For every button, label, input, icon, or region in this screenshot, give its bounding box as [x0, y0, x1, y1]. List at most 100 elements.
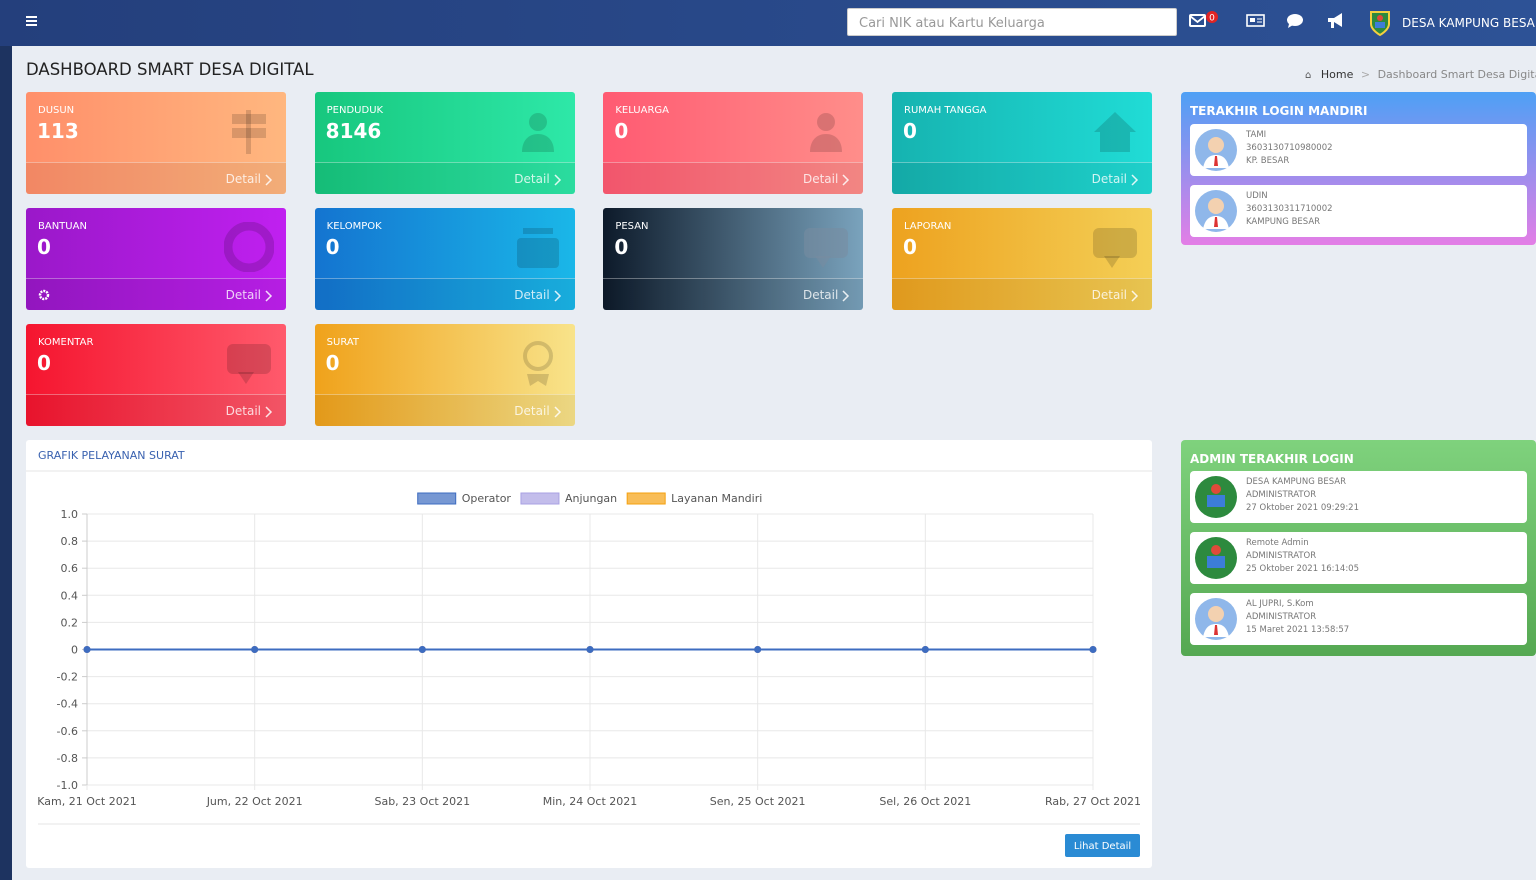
card-link[interactable]: Detail — [225, 404, 261, 418]
panel-title: TERAKHIR LOGIN MANDIRI — [1190, 104, 1368, 118]
card-icon — [227, 344, 271, 384]
avatar-part — [1211, 545, 1221, 555]
card-link[interactable]: Detail — [514, 288, 550, 302]
icon-part — [526, 374, 549, 386]
data-point — [754, 646, 762, 653]
card-value: 0 — [903, 119, 917, 143]
item-role: ADMINISTRATOR — [1246, 612, 1317, 622]
card-footer: Detail — [603, 278, 864, 310]
card-icon — [1093, 228, 1137, 268]
y-tick-label: -1.0 — [57, 779, 78, 792]
item-time: 25 Oktober 2021 16:14:05 — [1246, 564, 1359, 574]
icon-part — [1104, 256, 1120, 268]
icon-shape — [232, 110, 266, 154]
admin-item[interactable]: AL JUPRI, S.Kom ADMINISTRATOR 15 Maret 202… — [1190, 593, 1527, 645]
card-value: 0 — [37, 235, 51, 259]
card-link[interactable]: Detail — [802, 172, 839, 186]
stat-card: PENDUDUK 8146 Detail — [314, 92, 575, 194]
card-footer: Detail — [314, 162, 575, 194]
y-tick-label: -0.2 — [57, 671, 78, 684]
announce-icon[interactable] — [1326, 12, 1346, 30]
icon-shape — [516, 228, 559, 268]
chevron-icon — [842, 290, 850, 302]
card-link[interactable]: Detail — [1091, 172, 1127, 186]
y-tick-label: -0.8 — [57, 752, 78, 765]
icon-part — [1093, 228, 1137, 258]
chevron-icon — [842, 174, 850, 186]
admin-item[interactable]: Remote Admin ADMINISTRATOR 25 Oktober 2021… — [1190, 532, 1527, 584]
card-link[interactable]: Detail — [514, 404, 550, 418]
legend-swatch — [520, 492, 560, 505]
search-box[interactable]: Cari NIK atau Kartu Keluarga — [847, 8, 1177, 36]
item-role: ADMINISTRATOR — [1246, 490, 1317, 500]
card-label: KELUARGA — [615, 105, 669, 116]
village-name[interactable]: DESA KAMPUNG BESAR — [1402, 16, 1536, 30]
chevron — [554, 290, 561, 302]
y-tick-label: -0.4 — [57, 698, 78, 711]
chevron-icon — [1131, 174, 1139, 186]
icon-part — [521, 134, 554, 152]
gear-icon — [38, 289, 50, 301]
card-link[interactable]: Detail — [1091, 288, 1127, 302]
chart: GRAFIK PELAYANAN SURAT 1.0 0.8 0.6 0.4 0.2 0 -0… — [26, 449, 1152, 857]
card-value: 0 — [903, 235, 917, 259]
card-link[interactable]: Detail — [514, 172, 550, 186]
legend-label: Layanan Mandiri — [671, 492, 762, 505]
login-item[interactable]: UDIN 3603130311710002 KAMPUNG BESAR — [1190, 185, 1527, 237]
chevron-icon — [554, 290, 561, 302]
card-link[interactable]: Detail — [802, 288, 839, 302]
item-nik: 3603130311710002 — [1246, 204, 1333, 214]
icon-part — [232, 114, 266, 124]
card-label: KELOMPOK — [326, 221, 382, 232]
breadcrumb-separator: > — [1360, 68, 1371, 81]
icon-part — [1094, 112, 1136, 152]
x-tick-label: Jum, 22 Oct 2021 — [206, 795, 303, 808]
card-label: LAPORAN — [904, 221, 952, 232]
mail-icon[interactable]: 0 — [1189, 11, 1221, 33]
card-label: BANTUAN — [38, 221, 87, 232]
icon-shape — [224, 222, 274, 272]
y-tick-label: 0 — [71, 644, 78, 657]
item-time: 27 Oktober 2021 09:29:21 — [1246, 503, 1359, 513]
card-icon — [1094, 112, 1136, 152]
login-item[interactable]: TAMI 3603130710980002 KP. BESAR — [1190, 124, 1527, 176]
stat-card: PESAN 0 Detail — [603, 208, 864, 310]
avatar-part — [1211, 484, 1221, 494]
news-icon[interactable] — [1246, 13, 1266, 29]
stat-card: RUMAH TANGGA 0 Detail — [892, 92, 1152, 194]
chevron-icon — [265, 406, 273, 418]
breadcrumb-home[interactable]: Home — [1320, 68, 1354, 81]
chevron-icon — [554, 406, 561, 418]
avatar-part — [1214, 156, 1218, 166]
icon-part — [810, 134, 843, 152]
x-tick-label: Sen, 25 Oct 2021 — [710, 795, 806, 808]
card-link[interactable]: Detail — [225, 288, 261, 302]
card-label: SURAT — [326, 337, 360, 348]
card-link[interactable]: Detail — [225, 172, 261, 186]
header: Cari NIK atau Kartu Keluarga 0 DESA KAMP… — [0, 0, 1536, 46]
stat-card: KELUARGA 0 Detail — [603, 92, 864, 194]
admin-item[interactable]: DESA KAMPUNG BESAR ADMINISTRATOR 27 Oktobe… — [1190, 471, 1527, 523]
card-label: PENDUDUK — [326, 105, 384, 116]
item-name: TAMI — [1246, 130, 1267, 140]
avatar-part — [1207, 495, 1225, 507]
chevron — [1131, 290, 1139, 302]
chart-panel: GRAFIK PELAYANAN SURAT 1.0 0.8 0.6 0.4 0.2 0 -0… — [26, 440, 1152, 868]
chat-icon[interactable] — [1286, 13, 1304, 29]
card-icon — [804, 228, 849, 268]
stat-card: SURAT 0 Detail — [314, 324, 575, 426]
icon-part — [528, 113, 547, 131]
gear — [38, 289, 50, 301]
avatar-part — [1207, 556, 1225, 568]
card-footer: Detail — [26, 162, 286, 194]
y-tick-label: 1.0 — [61, 508, 79, 521]
legend-label: Operator — [462, 492, 512, 505]
item-name: Remote Admin — [1246, 538, 1309, 548]
detail-button[interactable] — [1065, 834, 1140, 857]
card-footer: Detail — [26, 394, 286, 426]
avatar — [1195, 476, 1237, 518]
legend-swatch — [626, 492, 666, 505]
menu-toggle[interactable] — [26, 15, 38, 27]
avatar — [1195, 598, 1237, 640]
